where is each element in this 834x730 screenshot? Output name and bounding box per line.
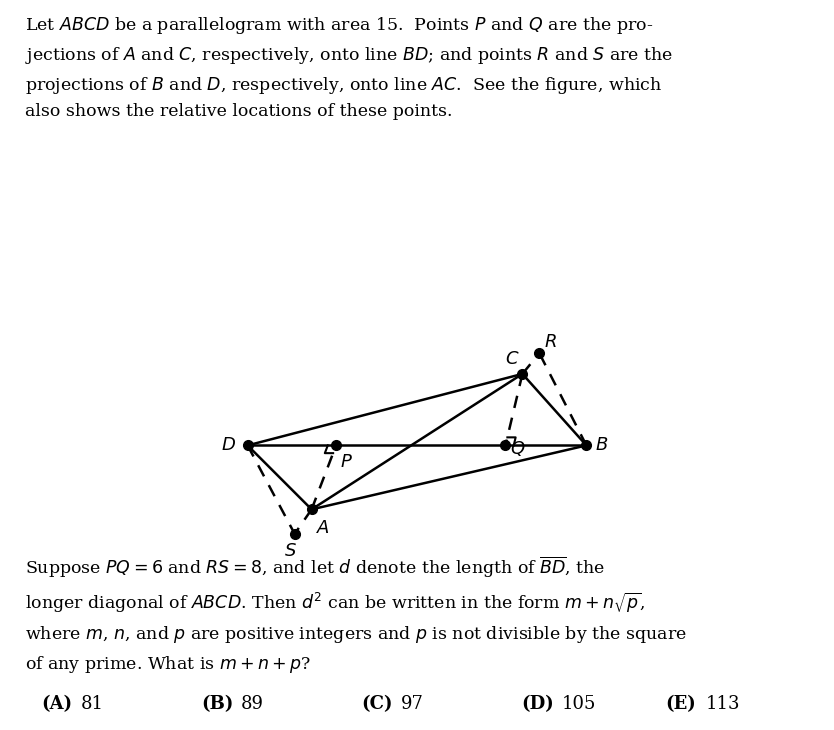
Text: $B$: $B$ [595,437,608,454]
Text: $S$: $S$ [284,542,298,560]
Text: (D): (D) [521,696,554,713]
Text: $A$: $A$ [316,519,330,537]
Text: $C$: $C$ [505,350,520,368]
Text: 97: 97 [401,696,425,713]
Text: 89: 89 [241,696,264,713]
Text: 113: 113 [706,696,740,713]
Text: (E): (E) [666,696,696,713]
Text: (C): (C) [361,696,393,713]
Text: 105: 105 [561,696,595,713]
Text: Suppose $PQ = 6$ and $RS = 8$, and let $d$ denote the length of $\overline{BD}$,: Suppose $PQ = 6$ and $RS = 8$, and let $… [25,555,686,675]
Text: $P$: $P$ [339,453,353,471]
Text: $Q$: $Q$ [510,439,525,458]
Text: (A): (A) [41,696,73,713]
Text: $D$: $D$ [220,437,235,454]
Text: Let $ABCD$ be a parallelogram with area 15.  Points $P$ and $Q$ are the pro-
jec: Let $ABCD$ be a parallelogram with area … [25,15,673,120]
Text: (B): (B) [201,696,234,713]
Text: $R$: $R$ [544,334,556,351]
Text: 81: 81 [81,696,104,713]
